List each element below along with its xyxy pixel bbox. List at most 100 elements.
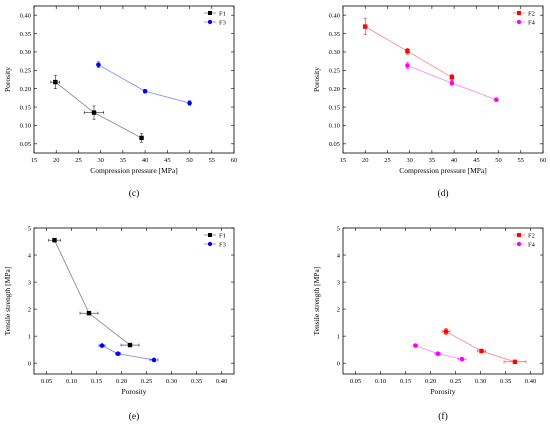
x-tick-label: 50 (186, 157, 193, 164)
series-F4: F4 (413, 241, 535, 361)
series-F4: F4 (405, 19, 535, 102)
x-tick-label: 0.15 (400, 378, 411, 385)
data-point (450, 81, 455, 86)
data-point (405, 63, 410, 68)
x-tick-label: 0.30 (475, 378, 486, 385)
series-F3: F3 (96, 19, 226, 105)
x-tick-label: 20 (362, 157, 369, 164)
data-point (87, 311, 91, 315)
panel-label: (d) (437, 188, 448, 199)
y-tick-label: 0.40 (329, 12, 340, 19)
y-axis-title: Tensile strength [MPa] (3, 267, 12, 336)
legend-label: F1 (219, 10, 226, 17)
y-tick-label: 0.20 (20, 86, 31, 93)
x-tick-label: 45 (473, 157, 480, 164)
series-F2: F2 (363, 10, 535, 80)
legend-label: F2 (528, 10, 535, 17)
chart-panel-3: 0.05 0.10 0.15 0.20 0.25 0.30 0.35 0.40 0 1 2 3 4 5 Po… (3, 225, 234, 422)
y-tick-label: 0.35 (329, 31, 340, 38)
data-point (413, 343, 418, 348)
data-point (363, 24, 367, 28)
x-tick-label: 0.10 (375, 378, 386, 385)
panel-label: (e) (129, 411, 140, 422)
y-tick-label: 3 (28, 279, 31, 286)
legend-marker (517, 233, 521, 237)
x-tick-label: 0.10 (66, 378, 77, 385)
chart-panel-1: 15 20 25 30 35 40 45 50 55 60 0.05 0.10 0.15 0.20 0.25… (3, 6, 237, 199)
y-tick-label: 5 (337, 225, 340, 232)
x-axis-title: Compression pressure [MPa] (399, 166, 487, 175)
chart-panel-4: 0.05 0.10 0.15 0.20 0.25 0.30 0.35 0.40012345Po… (312, 225, 543, 422)
data-point (143, 89, 148, 94)
y-tick-label: 0.40 (20, 12, 31, 19)
x-tick-label: 0.20 (425, 378, 436, 385)
x-axis-title: Porosity (430, 387, 455, 396)
y-tick-label: 2 (28, 306, 31, 313)
y-axis-title: Porosity (312, 67, 321, 92)
x-tick-label: 25 (384, 157, 391, 164)
x-tick-label: 0.25 (450, 378, 461, 385)
data-point (96, 63, 101, 68)
series-line (55, 240, 131, 345)
x-tick-label: 20 (53, 157, 60, 164)
series-F3: F3 (99, 241, 226, 362)
series-line (98, 65, 189, 103)
plot-frame (34, 228, 234, 374)
y-tick-label: 0.25 (20, 68, 31, 75)
series-F2: F2 (442, 232, 535, 364)
legend-marker (517, 20, 521, 24)
legend-marker (208, 242, 212, 246)
y-axis-title: Tensile strength [MPa] (312, 267, 321, 336)
y-tick-label: 0.05 (20, 141, 31, 148)
y-tick-label: 0.35 (20, 31, 31, 38)
x-tick-label: 55 (209, 157, 216, 164)
y-tick-label: 3 (337, 279, 340, 286)
x-tick-label: 15 (31, 157, 38, 164)
y-tick-label: 0.10 (329, 123, 340, 130)
x-tick-label: 0.35 (500, 378, 511, 385)
x-tick-label: 0.40 (216, 378, 227, 385)
legend-label: F4 (528, 19, 536, 26)
x-tick-label: 0.35 (191, 378, 202, 385)
data-point (116, 351, 121, 356)
legend-label: F2 (528, 232, 535, 239)
data-point (152, 358, 157, 363)
data-point (52, 238, 56, 242)
x-tick-label: 0.15 (91, 378, 102, 385)
y-tick-label: 0.30 (20, 49, 31, 56)
y-tick-label: 1 (337, 333, 340, 340)
x-tick-label: 40 (451, 157, 458, 164)
y-tick-label: 0.30 (329, 49, 340, 56)
x-tick-label: 60 (231, 157, 238, 164)
data-point (187, 101, 192, 106)
legend-marker (208, 11, 212, 15)
x-tick-label: 60 (540, 157, 547, 164)
y-tick-label: 0 (337, 360, 340, 367)
data-point (92, 110, 96, 114)
x-tick-label: 0.05 (41, 378, 52, 385)
plot-frame (34, 6, 234, 153)
series-line (102, 346, 154, 360)
y-axis-title: Porosity (3, 67, 12, 92)
x-tick-label: 0.05 (350, 378, 361, 385)
y-tick-label: 0.10 (20, 123, 31, 130)
data-point (436, 351, 441, 356)
data-point (450, 75, 454, 79)
data-point (494, 97, 499, 102)
data-point (128, 343, 132, 347)
x-tick-label: 0.40 (525, 378, 536, 385)
series-F1: F1 (49, 232, 226, 347)
legend-label: F3 (219, 241, 226, 248)
data-point (513, 360, 517, 364)
y-tick-label: 0.05 (329, 141, 340, 148)
y-tick-label: 4 (28, 252, 32, 259)
series-F1: F1 (51, 10, 226, 142)
y-tick-label: 5 (28, 225, 31, 232)
legend-marker (208, 233, 212, 237)
x-tick-label: 15 (340, 157, 347, 164)
legend-marker (208, 20, 212, 24)
legend-marker (517, 11, 521, 15)
x-tick-label: 55 (518, 157, 525, 164)
data-point (53, 80, 57, 84)
